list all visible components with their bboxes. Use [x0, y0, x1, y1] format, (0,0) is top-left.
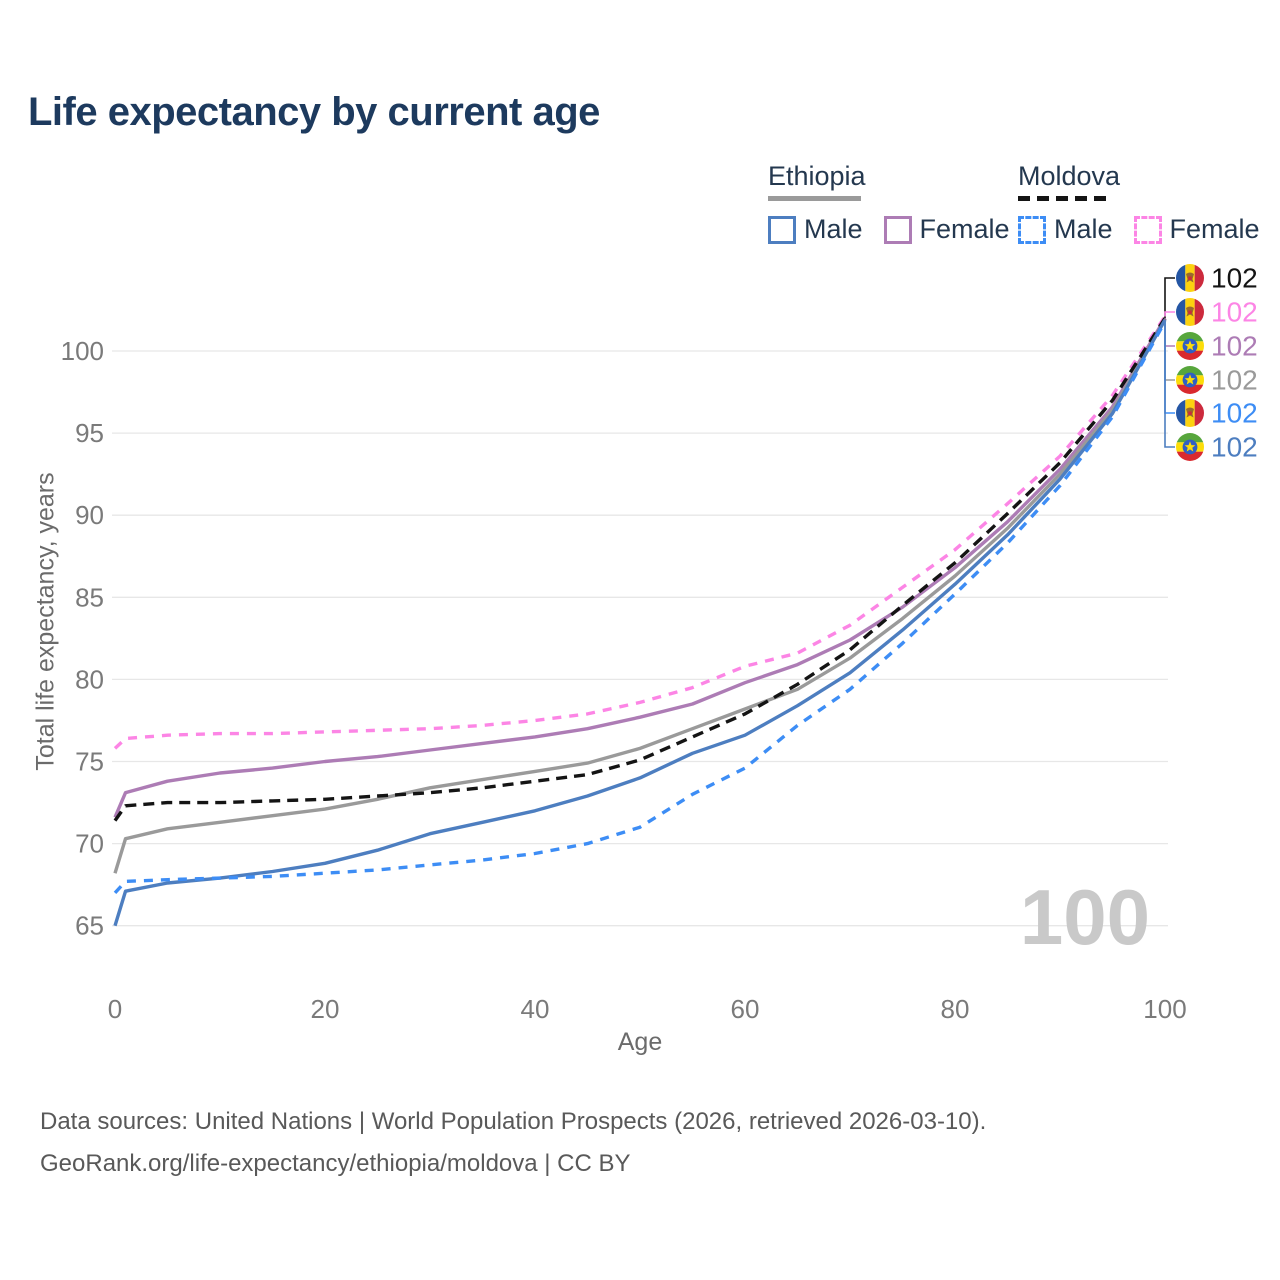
data-sources-text: Data sources: United Nations | World Pop… [40, 1108, 987, 1135]
y-tick-label-95: 95 [75, 418, 104, 448]
legend-item-moldova-female[interactable]: Female [1133, 214, 1260, 245]
y-axis-title: Total life expectancy, years [31, 472, 60, 771]
end-value-label-moldova-female: 102 [1211, 297, 1258, 328]
moldova-female-swatch-icon [1133, 215, 1162, 244]
y-tick-label-90: 90 [75, 500, 104, 530]
end-value-label-ethiopia-female: 102 [1211, 331, 1258, 362]
page-title: Life expectancy by current age [28, 90, 600, 134]
ethiopia-male-swatch-icon [768, 215, 796, 244]
legend-item-moldova-male[interactable]: Male [1018, 214, 1113, 245]
legend-group-moldova: Moldova Male Female [1018, 161, 1280, 245]
series-line-moldova-female[interactable] [113, 315, 1167, 750]
moldova-male-swatch-icon [1018, 215, 1046, 244]
ethiopia-female-swatch-icon [883, 215, 912, 244]
end-value-label-ethiopia-male: 102 [1211, 432, 1258, 463]
flag-icon-moldova [1176, 264, 1204, 292]
legend-country-ethiopia[interactable]: Ethiopia [768, 161, 866, 191]
attribution-link-text: GeoRank.org/life-expectancy/ethiopia/mol… [40, 1150, 631, 1177]
flag-icon-moldova [1176, 399, 1204, 427]
x-tick-label-20: 20 [311, 994, 340, 1024]
x-tick-label-60: 60 [731, 994, 760, 1024]
end-label-connector-ethiopia [1164, 319, 1175, 381]
series-line-ethiopia-male[interactable] [113, 318, 1167, 927]
y-tick-label-70: 70 [75, 829, 104, 859]
end-label-connector-moldova-female [1164, 311, 1175, 317]
age-counter-watermark: 100 [1019, 873, 1151, 961]
end-value-label-moldova: 102 [1211, 263, 1258, 294]
end-label-connector-moldova-male [1164, 321, 1175, 414]
y-tick-label-85: 85 [75, 582, 104, 612]
end-value-label-ethiopia: 102 [1211, 365, 1258, 396]
y-tick-label-75: 75 [75, 747, 104, 777]
ethiopia-overall-line-swatch-icon [768, 196, 861, 201]
end-value-label-moldova-male: 102 [1211, 398, 1258, 429]
legend-label-female: Female [1169, 214, 1260, 244]
legend-label-male: Male [1054, 214, 1113, 244]
y-tick-label-100: 100 [61, 336, 104, 366]
series-line-ethiopia-female[interactable] [113, 317, 1167, 818]
flag-icon-ethiopia [1176, 433, 1204, 461]
legend-country-moldova[interactable]: Moldova [1018, 161, 1121, 191]
series-line-ethiopia[interactable] [113, 318, 1167, 874]
legend-group-ethiopia: Ethiopia Male Female [768, 161, 1031, 245]
end-label-connector-ethiopia-male [1164, 319, 1175, 448]
legend-item-ethiopia-male[interactable]: Male [768, 214, 863, 245]
x-tick-label-40: 40 [521, 994, 550, 1024]
end-label-connector-moldova [1164, 277, 1175, 319]
y-tick-label-80: 80 [75, 664, 104, 694]
series-line-moldova[interactable] [113, 317, 1167, 822]
legend-label-male: Male [804, 214, 863, 244]
x-tick-label-100: 100 [1143, 994, 1186, 1024]
legend-label-female: Female [919, 214, 1010, 244]
moldova-overall-line-swatch-icon [1018, 196, 1106, 201]
series-line-moldova-male[interactable] [113, 320, 1167, 895]
flag-icon-moldova [1176, 298, 1204, 326]
flag-icon-ethiopia [1176, 332, 1204, 360]
legend-item-ethiopia-female[interactable]: Female [883, 214, 1010, 245]
x-tick-label-80: 80 [941, 994, 970, 1024]
y-tick-label-65: 65 [75, 911, 104, 941]
end-label-connector-ethiopia-female [1164, 318, 1175, 347]
x-tick-label-0: 0 [108, 994, 122, 1024]
x-axis-title: Age [617, 1028, 663, 1056]
flag-icon-ethiopia [1176, 366, 1204, 394]
